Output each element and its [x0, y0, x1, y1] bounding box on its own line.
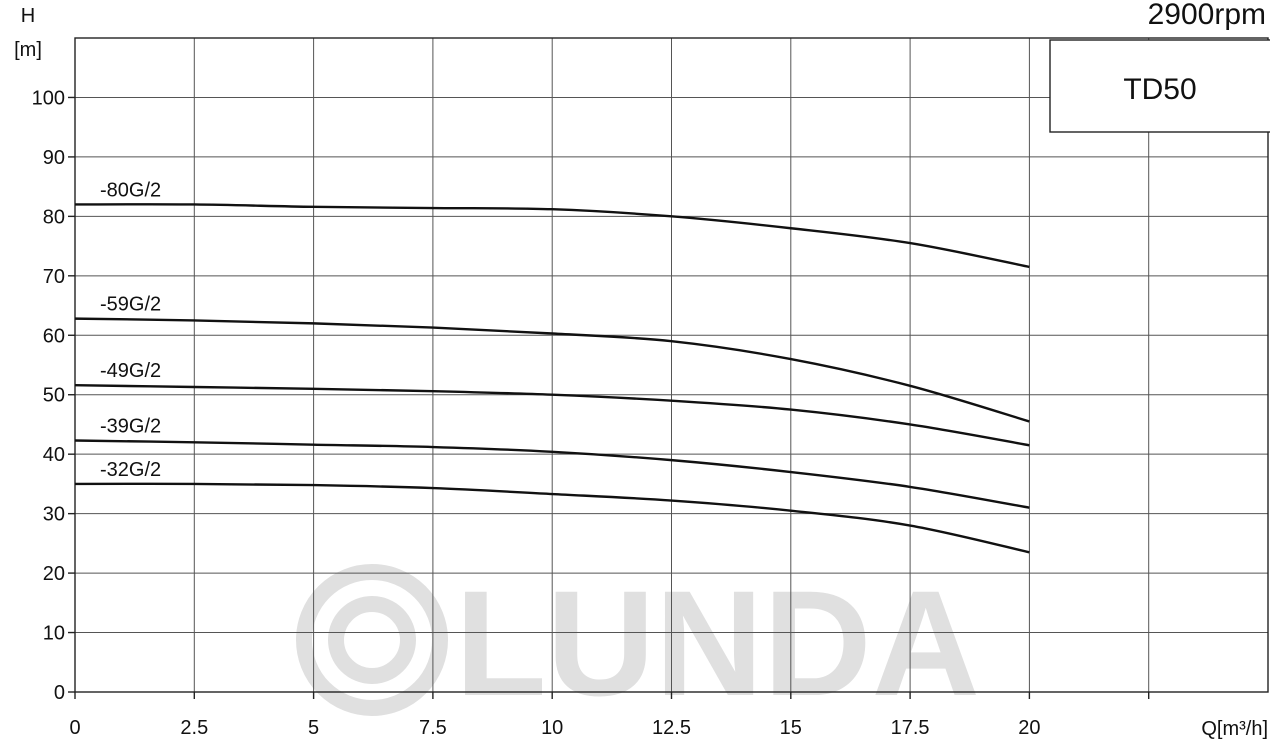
y-tick-label: 40 — [43, 444, 65, 466]
x-tick-label: 17.5 — [891, 717, 930, 739]
series-labels: -80G/2 -59G/2 -49G/2 -39G/2 -32G/2 — [100, 179, 161, 480]
y-tick-label: 10 — [43, 623, 65, 645]
y-tick-label: 100 — [32, 87, 65, 109]
y-axis-unit: [m] — [14, 39, 42, 61]
x-tick-label: 15 — [780, 717, 802, 739]
series-label: -49G/2 — [100, 360, 161, 382]
tick-labels: 0 10 20 30 40 50 60 70 80 90 100 0 2.5 5 7.5 10 12.5 15 17… — [32, 87, 1041, 739]
model-box: TD50 — [1049, 39, 1270, 133]
x-tick-label: 5 — [308, 717, 319, 739]
watermark-text: LUNDA — [455, 559, 980, 727]
y-tick-label: 80 — [43, 206, 65, 228]
x-tick-label: 0 — [69, 717, 80, 739]
watermark-logo-inner-ring — [328, 596, 416, 684]
y-axis-label: H — [21, 5, 35, 27]
curve-32g2 — [74, 482, 1030, 554]
y-tick-label: 60 — [43, 325, 65, 347]
series-label: -32G/2 — [100, 459, 161, 481]
y-tick-label: 70 — [43, 266, 65, 288]
x-axis-unit: Q[m³/h] — [1201, 718, 1268, 740]
watermark-logo-ring — [296, 564, 448, 716]
y-tick-label: 90 — [43, 147, 65, 169]
series-label: -59G/2 — [100, 294, 161, 316]
x-tick-label: 7.5 — [419, 717, 447, 739]
model-label: TD50 — [1123, 73, 1196, 106]
x-tick-label: 20 — [1018, 717, 1040, 739]
curves — [74, 203, 1030, 554]
series-label: -39G/2 — [100, 416, 161, 438]
series-label: -80G/2 — [100, 179, 161, 201]
speed-label: 2900rpm — [1148, 0, 1266, 31]
curve-80g2 — [74, 203, 1030, 269]
model-box-frame — [1049, 39, 1270, 133]
grid — [75, 38, 1268, 692]
y-tick-label: 30 — [43, 504, 65, 526]
curve-49g2 — [74, 384, 1030, 447]
axes — [68, 37, 1269, 699]
x-tick-label: 2.5 — [180, 717, 208, 739]
x-tick-label: 12.5 — [652, 717, 691, 739]
curve-59g2 — [74, 317, 1030, 423]
y-tick-label: 0 — [54, 682, 65, 704]
curve-39g2 — [74, 439, 1030, 509]
y-tick-label: 50 — [43, 385, 65, 407]
lunda-watermark: LUNDA — [296, 559, 980, 727]
y-tick-label: 20 — [43, 563, 65, 585]
x-tick-label: 10 — [541, 717, 563, 739]
